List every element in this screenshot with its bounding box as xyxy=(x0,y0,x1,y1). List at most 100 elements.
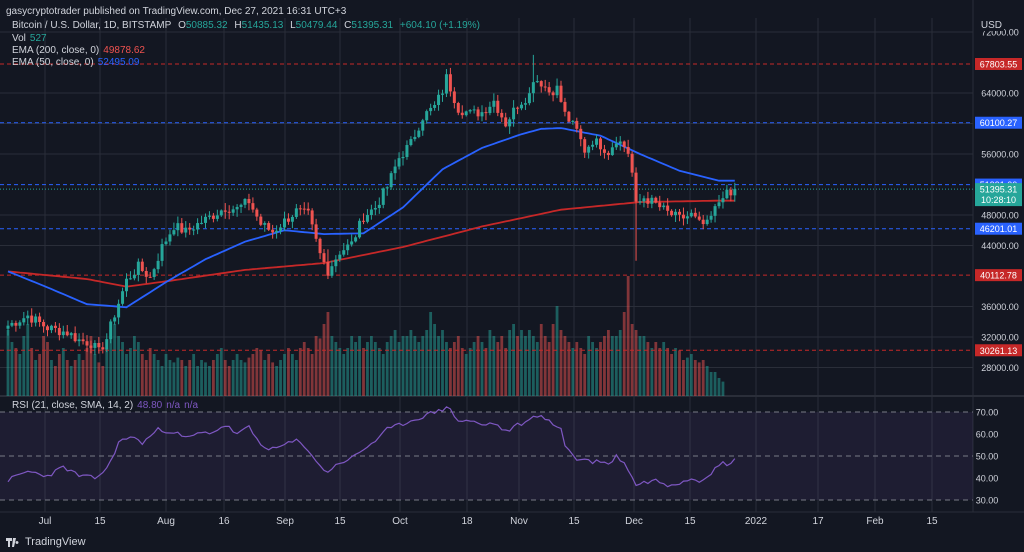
candle-body xyxy=(373,208,377,210)
volume-bar xyxy=(472,342,476,396)
volume-bar xyxy=(417,342,421,396)
volume-bar xyxy=(397,342,401,396)
volume-bar xyxy=(468,348,472,396)
volume-bar xyxy=(516,336,519,396)
ema200-legend[interactable]: EMA (200, close, 0) 49878.62 xyxy=(12,45,149,56)
candle-body xyxy=(132,274,136,279)
volume-bar xyxy=(662,342,666,396)
volume-bar xyxy=(650,348,654,396)
volume-legend[interactable]: Vol 527 xyxy=(12,33,51,44)
candle-body xyxy=(251,203,255,210)
time-tick-label: Sep xyxy=(276,516,294,527)
candle-body xyxy=(531,82,535,94)
volume-bar xyxy=(302,342,306,396)
time-tick-label: 15 xyxy=(94,516,106,527)
volume-bar xyxy=(271,362,275,396)
candle-body xyxy=(733,189,737,196)
price-tick-label: 36000.00 xyxy=(981,302,1019,312)
volume-bar xyxy=(381,354,385,396)
candle-body xyxy=(480,112,484,117)
candle-body xyxy=(670,210,674,216)
ema200-label: EMA (200, close, 0) xyxy=(12,45,100,56)
volume-bar xyxy=(626,276,630,396)
candle-body xyxy=(172,230,176,235)
candle-body xyxy=(504,117,508,127)
price-tick-label: 72000.00 xyxy=(981,28,1019,38)
volume-bar xyxy=(445,342,448,396)
candle-body xyxy=(125,278,128,292)
rsi-legend[interactable]: RSI (21, close, SMA, 14, 2) 48.80 n/a n/a xyxy=(12,400,202,411)
volume-bar xyxy=(133,336,136,396)
candle-body xyxy=(184,227,188,233)
volume-bar xyxy=(318,338,322,396)
level-tag-label: 67803.55 xyxy=(980,59,1018,69)
high-label: H xyxy=(234,20,242,31)
volume-bar xyxy=(247,357,251,396)
rsi-line xyxy=(7,406,736,488)
candle-body xyxy=(488,106,492,114)
candle-body xyxy=(681,214,685,219)
level-tag xyxy=(975,57,1022,70)
candle-body xyxy=(73,333,77,342)
candle-body xyxy=(18,322,22,326)
volume-bar xyxy=(460,348,464,396)
currency-label[interactable]: USD xyxy=(978,20,1004,31)
candle-body xyxy=(275,230,279,233)
candle-body xyxy=(468,110,472,112)
candle-body xyxy=(433,105,437,108)
ema50-legend[interactable]: EMA (50, close, 0) 52495.09 xyxy=(12,57,143,68)
candle-body xyxy=(223,210,227,212)
candle-body xyxy=(602,149,606,153)
volume-bar xyxy=(642,336,646,396)
volume-bar xyxy=(204,362,207,396)
horizontal-levels xyxy=(0,63,973,351)
candle-body xyxy=(204,216,207,223)
volume-bar xyxy=(93,354,97,396)
candle-body xyxy=(527,93,531,104)
candle-body xyxy=(314,224,318,239)
volume-bar xyxy=(393,330,397,396)
volume-bar xyxy=(373,342,377,396)
candle-body xyxy=(595,138,599,145)
time-tick-label: 17 xyxy=(812,516,824,527)
ema50-value: 52495.09 xyxy=(97,57,140,68)
volume-bar xyxy=(152,354,156,396)
candle-body xyxy=(160,244,164,261)
candle-body xyxy=(121,291,125,304)
candle-body xyxy=(283,218,286,228)
price-axis[interactable]: 72000.0064000.0060000.0056000.0048000.00… xyxy=(975,28,1022,506)
candle-body xyxy=(144,270,148,277)
low-value: 50479.44 xyxy=(295,20,338,31)
rsi-na-1: n/a xyxy=(166,400,181,411)
tradingview-logo-icon xyxy=(6,537,20,547)
volume-bar xyxy=(456,336,460,396)
candle-body xyxy=(231,209,235,213)
candle-body xyxy=(346,244,350,251)
time-axis[interactable]: Jul 15 Aug 16 Sep 15 Oct 18 Nov 15 Dec 15 2022 17 Feb 1… xyxy=(39,516,938,527)
level-tag xyxy=(975,116,1022,129)
candle-body xyxy=(128,278,132,280)
candle-body xyxy=(34,316,38,323)
volume-bar xyxy=(200,360,203,396)
candle-body xyxy=(247,198,251,204)
volume-bar xyxy=(267,354,271,396)
candle-body xyxy=(302,208,306,210)
volume-bar xyxy=(219,348,223,396)
candle-body xyxy=(49,325,53,331)
candle-body xyxy=(14,322,18,326)
candle-body xyxy=(614,143,618,148)
candle-body xyxy=(563,101,567,112)
candle-body xyxy=(441,93,444,95)
candle-body xyxy=(97,342,101,348)
candle-body xyxy=(148,276,152,278)
symbol-name[interactable]: Bitcoin / U.S. Dollar, 1D, BITSTAMP xyxy=(12,20,172,31)
volume-bar xyxy=(263,360,267,396)
volume-bar xyxy=(512,324,515,396)
volume-bar xyxy=(476,336,480,396)
candle-body xyxy=(109,321,113,340)
candle-body xyxy=(678,211,681,215)
candle-body xyxy=(227,211,231,213)
time-tick-label: 15 xyxy=(684,516,696,527)
candle-body xyxy=(239,204,243,207)
